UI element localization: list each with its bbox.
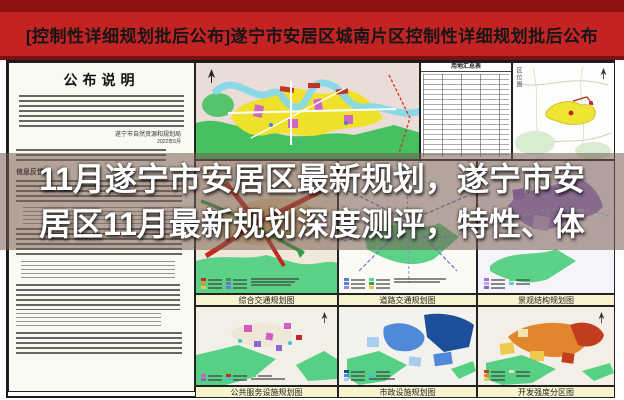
caption-municipal-map: 市政设施规划图 bbox=[338, 386, 477, 398]
notice-paragraph bbox=[19, 95, 184, 129]
caption-text: 开发强度分区图 bbox=[518, 387, 574, 397]
municipal-map bbox=[339, 307, 476, 385]
notice-paragraph bbox=[16, 332, 182, 354]
caption-transport-map: 综合交通规划图 bbox=[195, 294, 338, 306]
caption-landscape-map: 景观结构规划图 bbox=[477, 294, 615, 306]
headline-line2: 居区11月最新规划深度测评，特性、体 bbox=[39, 205, 585, 242]
location-map bbox=[513, 63, 614, 159]
land-use-summary-table: 用地汇总表 bbox=[420, 62, 512, 160]
caption-text: 综合交通规划图 bbox=[238, 295, 295, 305]
land-use-map bbox=[196, 63, 419, 159]
land-use-map-panel bbox=[195, 62, 420, 160]
map-legend bbox=[344, 278, 446, 289]
north-arrow-icon bbox=[599, 67, 608, 80]
table-title: 用地汇总表 bbox=[421, 63, 511, 72]
notice-title: 公布说明 bbox=[63, 72, 140, 88]
caption-text: 市政设施规划图 bbox=[379, 387, 436, 397]
table-grid bbox=[423, 74, 509, 157]
public-services-map bbox=[196, 307, 337, 385]
map-legend bbox=[484, 278, 530, 289]
notice-org: 遂宁市自然资源和规划局 bbox=[114, 132, 181, 138]
map-legend bbox=[484, 370, 530, 381]
north-arrow-icon bbox=[320, 311, 329, 324]
municipal-map-panel bbox=[338, 306, 477, 386]
caption-public-services-map: 公共服务设施规划图 bbox=[195, 386, 338, 398]
caption-text: 公共服务设施规划图 bbox=[230, 387, 303, 397]
notice-paragraph bbox=[16, 313, 162, 329]
caption-road-map: 道路交通规划图 bbox=[338, 294, 477, 306]
north-arrow-icon bbox=[206, 68, 217, 84]
map-legend bbox=[201, 278, 299, 289]
map-legend bbox=[344, 370, 395, 381]
location-map-side-label: 区位图 bbox=[515, 67, 521, 88]
caption-text: 景观结构规划图 bbox=[518, 295, 574, 305]
public-services-map-panel bbox=[195, 306, 338, 386]
headline-line1: 11月遂宁市安居区最新规划，遂宁市安 bbox=[39, 160, 585, 197]
north-arrow-icon bbox=[597, 311, 606, 324]
banner-bottom-strip bbox=[0, 56, 624, 60]
banner-top-strip bbox=[0, 0, 624, 12]
notice-date: 2022年6月 bbox=[157, 139, 181, 145]
caption-intensity-map: 开发强度分区图 bbox=[477, 386, 615, 398]
announcement-banner: [控制性详细规划批后公布]遂宁市安居区城南片区控制性详细规划批后公布 bbox=[0, 0, 624, 60]
headline-overlay: 11月遂宁市安居区最新规划，遂宁市安 居区11月最新规划深度测评，特性、体 bbox=[0, 153, 624, 250]
notice-paragraph bbox=[16, 284, 181, 310]
map-legend bbox=[201, 374, 285, 381]
intensity-map-panel bbox=[477, 306, 615, 386]
announcement-banner-text: [控制性详细规划批后公布]遂宁市安居区城南片区控制性详细规划批后公布 bbox=[25, 26, 599, 46]
caption-text: 道路交通规划图 bbox=[379, 295, 436, 305]
notice-paragraph bbox=[21, 261, 176, 281]
location-map-panel: 区位图 bbox=[512, 62, 615, 160]
